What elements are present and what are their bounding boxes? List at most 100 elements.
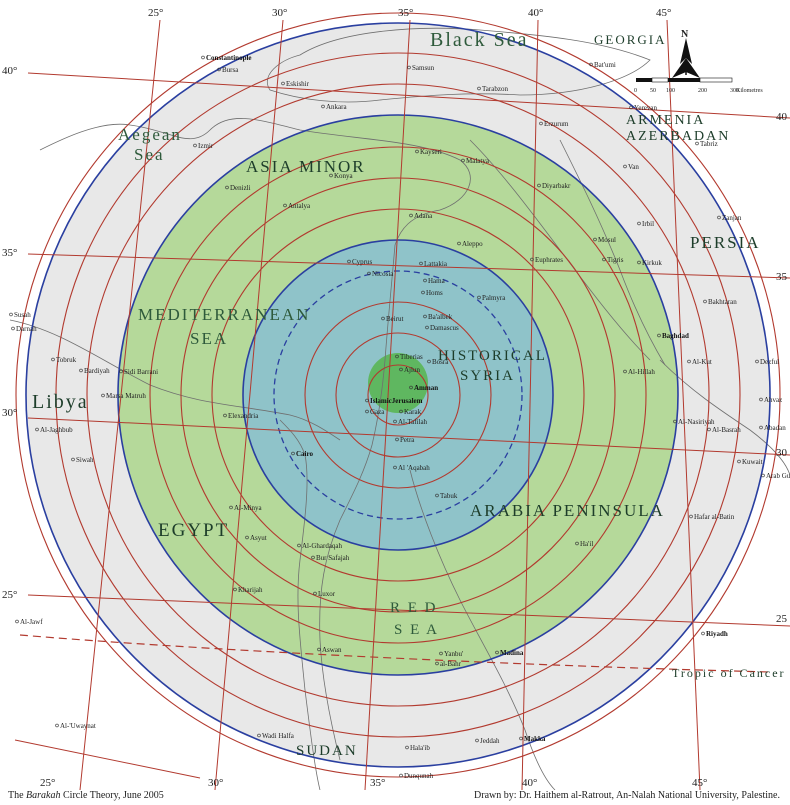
ring [117, 114, 679, 676]
city-dot [425, 325, 429, 330]
city-dot [737, 459, 741, 464]
grid-tick-lon-45-bot: 45° [692, 777, 707, 789]
footer-title-suffix: Circle Theory, June 2005 [60, 790, 164, 801]
city-dot [593, 237, 597, 242]
city-dot [365, 409, 369, 414]
city-label-ahvaz: Ahvaz [764, 396, 782, 404]
city-dot [575, 541, 579, 546]
city-dot [399, 409, 403, 414]
city-label-abadan: Abadan [764, 424, 786, 432]
city-dot [461, 158, 465, 163]
city-label-siwah: Siwah [76, 456, 94, 464]
lat-25-line [27, 594, 790, 627]
city-dot [217, 67, 221, 72]
city-dot [409, 385, 413, 390]
city-label-al-jawf: Al-Jawf [20, 618, 43, 626]
city-label-izmir: Izmir [198, 142, 214, 150]
city-label-aswan: Aswan [322, 646, 342, 654]
city-dot [347, 259, 351, 264]
grid-tick-lon-25-bot: 25° [40, 777, 55, 789]
city-dot [435, 661, 439, 666]
city-label-adana: Adana [414, 212, 433, 220]
city-dot [329, 173, 333, 178]
region-label-arabia: ARABIA PENINSULA [470, 501, 665, 520]
grid-tick-lon-30-top: 30° [272, 7, 287, 19]
city-label-nicosia: Nicosia [372, 270, 394, 278]
footer-title-prefix: The [8, 790, 27, 801]
city-label-al-tafilah: Al-Tafilah [398, 418, 428, 426]
city-dot [79, 368, 83, 373]
coastlines [9, 27, 790, 790]
city-dot [245, 535, 249, 540]
scale-label: 100 [666, 88, 675, 94]
city-label-tigris: Tigris [607, 256, 624, 264]
city-dot [519, 736, 523, 741]
city-dot [673, 419, 677, 424]
city-label-constantinople: Constantinople [206, 54, 252, 62]
region-label-egypt: EGYPT [158, 520, 229, 541]
city-label-samsun: Samsun [412, 64, 435, 72]
grid-tick-lon-40-bot: 40° [522, 777, 537, 789]
grid-tick-lat-25-left: 25° [2, 589, 17, 601]
city-dot [395, 437, 399, 442]
city-dot [365, 398, 369, 403]
city-dot [427, 359, 431, 364]
city-dot [119, 369, 123, 374]
city-label-kharijah: Kharijah [238, 586, 263, 594]
city-dot [419, 261, 423, 266]
footer-credit: Drawn by: Dr. Haithem al-Ratrout, An-Nal… [474, 790, 780, 801]
city-dot [707, 427, 711, 432]
scale-label: 300 [730, 88, 739, 94]
city-label-hama: Hama [428, 277, 446, 285]
city-label-marsa-matruh: Marsa Matruh [106, 392, 146, 400]
city-dot [395, 354, 399, 359]
city-label-ajlun: Ajlun [404, 366, 420, 374]
city-label-batumi: Bat'umi [594, 61, 616, 69]
north-letter: N [681, 29, 689, 40]
scale-label: 50 [650, 88, 656, 94]
city-label-al-kut: Al-Kut [692, 358, 712, 366]
grid-tick-lat-35-right: 35 [776, 271, 788, 283]
city-label-petra: Petra [400, 436, 415, 444]
levant-red-sea-coast [319, 244, 396, 761]
city-dot [15, 619, 19, 624]
core-circle [368, 353, 428, 413]
map-legend: N 0 50 100 200 300 Kilometres [634, 29, 763, 94]
anatolia-coast [39, 118, 471, 246]
lon-30-line [214, 19, 284, 790]
ring [55, 52, 741, 738]
dashed-blue-ring [273, 270, 523, 520]
city-label-makka: Makka [524, 735, 546, 743]
city-dot [457, 241, 461, 246]
city-label-damascus: Damascus [430, 324, 459, 332]
grid-tick-lat-30-left: 30° [2, 407, 17, 419]
city-label-al-ghardaqah: Al-Ghardaqah [302, 542, 343, 550]
city-dot [759, 397, 763, 402]
city-dot [101, 393, 105, 398]
city-label-hafar: Hafar al-Batin [694, 513, 735, 521]
city-label-al-uwaynat: Al-'Uwaynat [60, 722, 96, 730]
graticule [27, 19, 790, 790]
city-dot [225, 185, 229, 190]
city-dot [9, 312, 13, 317]
tigris-river [559, 139, 666, 366]
city-label-trabzon: Tarabzon [482, 85, 508, 93]
city-label-beirut: Beirut [386, 315, 404, 323]
city-label-tobruk: Tobruk [56, 356, 77, 364]
city-dot [393, 465, 397, 470]
ring [86, 83, 710, 707]
city-dot [281, 81, 285, 86]
city-dot [439, 651, 443, 656]
city-label-erzurum: Erzurum [544, 120, 569, 128]
city-dot [687, 359, 691, 364]
city-label-irbil: Irbil [642, 220, 654, 228]
city-dot [421, 290, 425, 295]
city-dot [423, 314, 427, 319]
city-dot [475, 738, 479, 743]
concentric-rings [15, 12, 781, 778]
lon-40-line [521, 19, 539, 790]
tropic-of-cancer-line [19, 634, 771, 673]
region-label-aegean: Aegean [118, 125, 182, 144]
city-label-susah: Susah [14, 311, 31, 319]
